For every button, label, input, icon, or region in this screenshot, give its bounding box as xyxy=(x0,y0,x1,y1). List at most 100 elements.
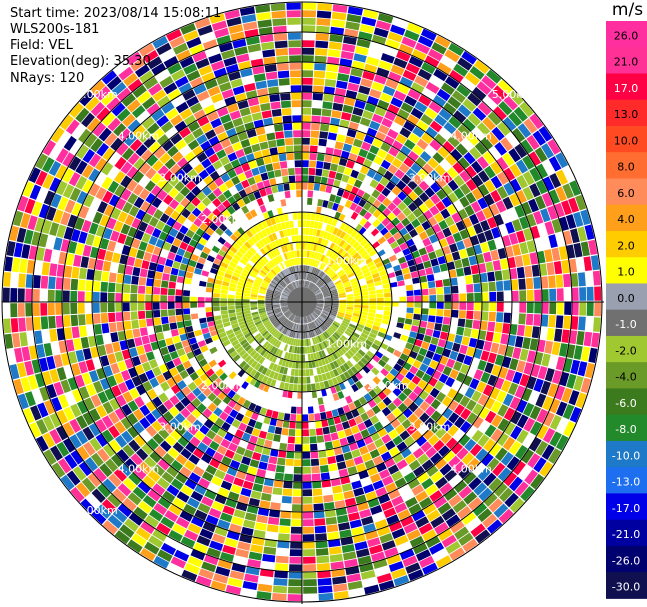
velocity-gate xyxy=(522,337,531,350)
velocity-gate xyxy=(421,288,429,296)
velocity-gate xyxy=(234,165,244,176)
velocity-gate xyxy=(312,286,319,292)
velocity-gate xyxy=(327,531,340,540)
velocity-gate xyxy=(340,111,352,121)
velocity-gate xyxy=(372,558,388,570)
velocity-gate xyxy=(95,259,104,271)
velocity-gate xyxy=(333,95,345,104)
velocity-gate xyxy=(522,253,531,266)
velocity-gate xyxy=(396,50,411,62)
velocity-gate xyxy=(126,256,136,267)
velocity-gate xyxy=(156,115,169,128)
velocity-gate xyxy=(309,145,318,153)
velocity-gate xyxy=(350,425,360,435)
velocity-gate xyxy=(481,453,494,467)
velocity-gate xyxy=(111,385,122,397)
velocity-gate xyxy=(338,292,346,296)
velocity-gate xyxy=(465,192,477,204)
velocity-gate xyxy=(467,92,482,107)
colorbar-tick-label: 6.0 xyxy=(617,187,635,200)
velocity-gate xyxy=(134,396,145,408)
velocity-gate xyxy=(30,405,42,421)
velocity-gate xyxy=(312,285,318,292)
velocity-gate xyxy=(390,64,405,76)
velocity-gate xyxy=(280,281,287,287)
velocity-gate xyxy=(179,186,191,197)
velocity-gate xyxy=(149,377,160,388)
velocity-gate xyxy=(321,373,328,381)
velocity-gate xyxy=(322,396,329,404)
colorbar-tick-label: 26.0 xyxy=(614,29,639,42)
velocity-gate xyxy=(291,399,297,407)
velocity-gate xyxy=(421,220,431,231)
velocity-gate xyxy=(315,269,321,276)
velocity-gate xyxy=(205,354,214,363)
velocity-gate xyxy=(570,316,579,330)
velocity-gate xyxy=(134,434,146,448)
velocity-gate xyxy=(243,82,256,92)
velocity-gate xyxy=(388,429,399,440)
velocity-gate xyxy=(461,138,474,151)
velocity-gate xyxy=(314,291,322,296)
velocity-gate xyxy=(244,315,253,321)
velocity-gate xyxy=(366,56,380,67)
velocity-gate xyxy=(103,365,113,377)
velocity-gate xyxy=(555,186,567,202)
velocity-gate xyxy=(421,302,429,309)
velocity-gate xyxy=(17,195,29,212)
velocity-gate xyxy=(273,123,284,132)
velocity-gate xyxy=(387,128,399,140)
velocity-gate xyxy=(302,62,314,70)
velocity-gate xyxy=(369,305,377,310)
velocity-gate xyxy=(408,391,418,402)
velocity-gate xyxy=(145,412,157,425)
velocity-gate xyxy=(345,411,354,421)
velocity-gate xyxy=(252,267,260,274)
velocity-gate xyxy=(169,35,185,49)
velocity-gate xyxy=(204,129,217,140)
velocity-gate xyxy=(369,473,382,484)
velocity-gate xyxy=(168,175,180,187)
velocity-gate xyxy=(276,138,285,147)
range-label: 3.00km xyxy=(159,421,201,434)
velocity-gate xyxy=(159,49,175,62)
velocity-gate xyxy=(265,71,278,80)
velocity-gate xyxy=(280,503,292,511)
velocity-gate xyxy=(190,307,198,314)
velocity-gate xyxy=(411,49,427,61)
velocity-gate xyxy=(357,349,366,357)
velocity-gate xyxy=(542,176,555,192)
velocity-gate xyxy=(228,224,237,234)
velocity-gate xyxy=(281,108,292,116)
velocity-gate xyxy=(323,356,330,365)
velocity-gate xyxy=(565,214,577,230)
velocity-gate xyxy=(255,389,263,398)
velocity-gate xyxy=(281,261,287,269)
velocity-gate xyxy=(317,280,323,287)
velocity-gate xyxy=(349,357,357,366)
velocity-gate xyxy=(331,110,342,119)
velocity-gate xyxy=(445,154,457,166)
velocity-gate xyxy=(38,203,50,219)
velocity-gate xyxy=(275,348,281,357)
velocity-gate xyxy=(279,161,288,169)
velocity-gate xyxy=(195,242,205,251)
velocity-gate xyxy=(273,372,279,380)
velocity-gate xyxy=(591,332,600,348)
velocity-gate xyxy=(284,288,291,294)
velocity-gate xyxy=(533,210,544,225)
velocity-gate xyxy=(548,355,559,369)
velocity-gate xyxy=(172,42,189,55)
velocity-gate xyxy=(229,570,245,581)
velocity-gate xyxy=(227,305,235,310)
velocity-gate xyxy=(465,425,478,438)
velocity-gate xyxy=(303,272,305,280)
velocity-gate xyxy=(279,262,285,270)
velocity-gate xyxy=(227,389,236,399)
velocity-gate xyxy=(214,319,223,326)
velocity-gate xyxy=(272,267,279,275)
velocity-gate xyxy=(368,205,377,215)
velocity-gate xyxy=(307,273,311,281)
velocity-gate xyxy=(336,204,345,213)
velocity-gate xyxy=(278,342,284,350)
